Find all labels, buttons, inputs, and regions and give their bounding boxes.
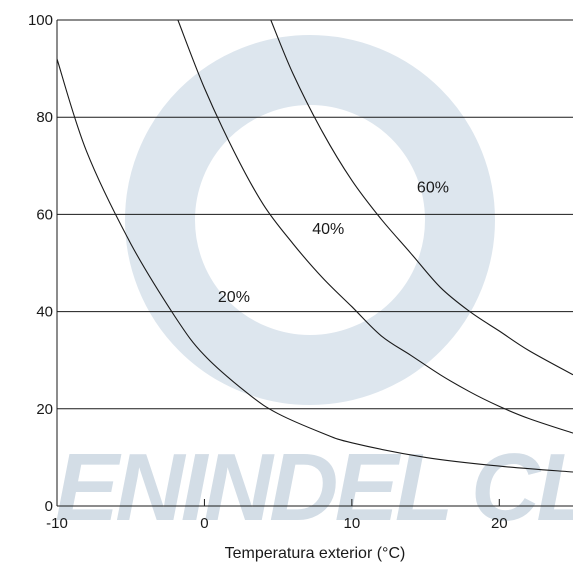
curve-label: 60%: [417, 180, 449, 197]
y-tick-label: 60: [36, 206, 53, 223]
curve-label: 40%: [312, 221, 344, 238]
grid: [57, 19, 573, 507]
curve-labels: 20% 40% 60%: [218, 180, 449, 306]
y-tick-label: 40: [36, 304, 53, 321]
y-tick-label: 100: [28, 12, 53, 29]
x-tick-label: -10: [46, 515, 68, 532]
x-axis-title: Temperatura exterior (°C): [225, 545, 406, 562]
watermark-ring: [125, 35, 495, 405]
watermark: ENINDEL CL: [55, 35, 573, 541]
y-tick-label: 80: [36, 109, 53, 126]
y-tick-label: 0: [45, 498, 53, 515]
series-lines: [56, 19, 573, 473]
x-tick-label: 0: [200, 515, 208, 532]
x-tick-label: 20: [491, 515, 508, 532]
x-tick-label: 10: [344, 515, 361, 532]
watermark-text: ENINDEL CL: [55, 434, 573, 541]
series-line-1: [56, 58, 573, 473]
y-tick-label: 20: [36, 401, 53, 418]
series-line-2: [177, 19, 573, 434]
curve-label: 20%: [218, 289, 250, 306]
series-line-3: [270, 19, 573, 376]
